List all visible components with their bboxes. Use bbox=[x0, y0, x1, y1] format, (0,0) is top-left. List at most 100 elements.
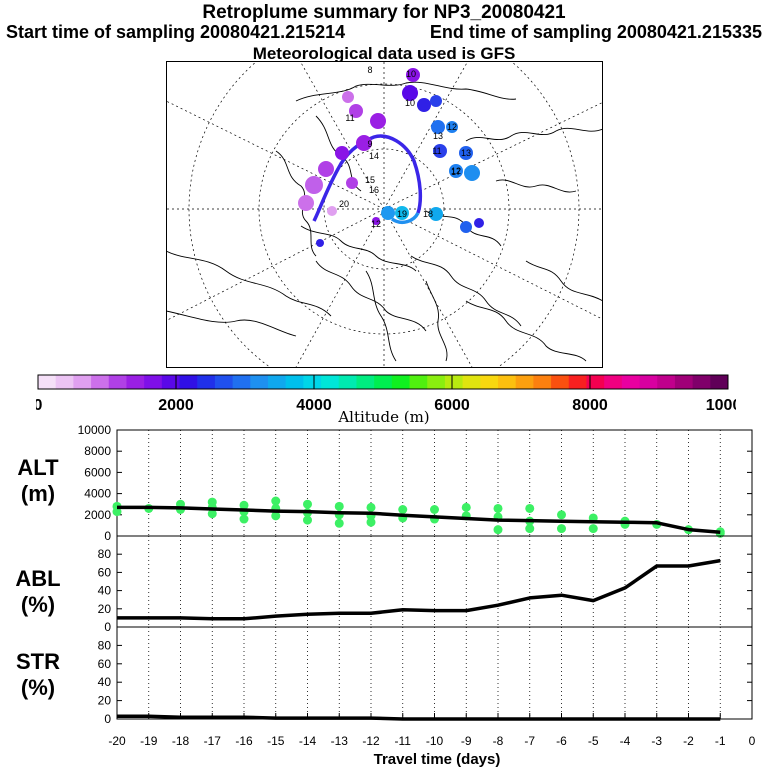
cluster-marker bbox=[417, 98, 431, 112]
end-time-label: End time of sampling 20080421.215335 bbox=[429, 22, 762, 42]
colorbar-tick-label: 2000 bbox=[158, 397, 194, 414]
colorbar-swatch bbox=[214, 375, 234, 389]
colorbar-swatch bbox=[444, 375, 464, 389]
day-label: 16 bbox=[369, 185, 379, 195]
colorbar-swatch bbox=[338, 375, 357, 389]
day-label: 10 bbox=[406, 69, 416, 79]
abl-label-line2: (%) bbox=[20, 592, 56, 617]
colorbar-swatch bbox=[38, 375, 57, 389]
colorbar-swatch bbox=[604, 375, 623, 389]
abl-panel-label: ABL (%) bbox=[8, 566, 68, 618]
colorbar-tick-label: 10000 bbox=[706, 397, 736, 414]
colorbar-swatch bbox=[710, 375, 729, 389]
x-tick-label: -13 bbox=[331, 734, 349, 748]
cluster-marker bbox=[402, 85, 418, 101]
x-tick-label: -7 bbox=[524, 734, 535, 748]
start-time-label: Start time of sampling 20080421.215214 bbox=[6, 22, 346, 42]
cluster-marker bbox=[349, 104, 363, 118]
x-axis: -20 -19 -18 -17 -16 -15 -14 -13 -12 -11 -10 -9 -8 -7-… bbox=[108, 713, 756, 748]
altitude-point bbox=[271, 496, 281, 506]
colorbar-swatch bbox=[285, 375, 304, 389]
str-label-line2: (%) bbox=[20, 675, 56, 700]
x-tick-label: -9 bbox=[461, 734, 472, 748]
y-tick-label: 0 bbox=[104, 620, 111, 634]
alt-panel: 0 2000 4000 6000 8000 10000 bbox=[78, 423, 753, 543]
colorbar-swatch bbox=[268, 375, 287, 389]
colorbar-swatch bbox=[568, 375, 587, 389]
day-label: 10 bbox=[405, 98, 415, 108]
day-label: 12 bbox=[451, 166, 461, 176]
cluster-marker bbox=[460, 221, 472, 233]
altitude-point bbox=[239, 500, 249, 510]
cluster-marker bbox=[381, 206, 395, 220]
cluster-marker bbox=[433, 144, 447, 158]
colorbar-tick-label: 4000 bbox=[296, 397, 332, 414]
cluster-marker bbox=[429, 207, 443, 221]
day-label: 12 bbox=[447, 122, 457, 132]
series-line bbox=[117, 558, 721, 621]
cluster-marker bbox=[395, 206, 409, 220]
panel-frame bbox=[116, 535, 753, 628]
altitude-point bbox=[334, 518, 344, 528]
y-tick-label: 0 bbox=[104, 712, 111, 726]
y-tick-label: 80 bbox=[98, 547, 112, 561]
colorbar-swatch bbox=[161, 375, 181, 389]
time-series-panels: 0 2000 4000 6000 8000 10000 0 20 40 60 80 0 20 40 60… bbox=[78, 423, 756, 768]
x-tick-label: -1 bbox=[715, 734, 726, 748]
colorbar-swatch bbox=[462, 375, 481, 389]
colorbar-swatch bbox=[250, 375, 269, 389]
colorbar-swatch bbox=[232, 375, 251, 389]
altitude-point bbox=[461, 502, 471, 512]
day-label: 11 bbox=[345, 113, 354, 123]
day-label: 12 bbox=[371, 219, 381, 229]
cluster-marker bbox=[356, 135, 372, 151]
altitude-point bbox=[334, 501, 344, 511]
x-tick-label: -18 bbox=[172, 734, 190, 748]
y-tick-label: 10000 bbox=[78, 423, 112, 437]
x-tick-label: -19 bbox=[140, 734, 158, 748]
colorbar-tick-label: 8000 bbox=[572, 397, 608, 414]
altitude-point bbox=[525, 503, 535, 513]
colorbar-swatch bbox=[498, 375, 517, 389]
trajectory-segment bbox=[390, 212, 420, 225]
day-label: 9 bbox=[367, 139, 372, 149]
day-labels: 8 10 10 11 12 12 13 13 14 15 16 17 18 19… bbox=[339, 65, 471, 229]
cluster-marker bbox=[335, 146, 349, 160]
altitude-point bbox=[207, 509, 217, 519]
colorbar-swatch bbox=[144, 375, 163, 389]
colorbar-swatch bbox=[621, 375, 641, 389]
day-label: 13 bbox=[461, 148, 471, 158]
abl-label-line1: ABL bbox=[15, 566, 61, 591]
colorbar-frame bbox=[37, 374, 729, 390]
colorbar-ticks: 0 2000 4000 6000 8000 10000 bbox=[36, 375, 736, 414]
alt-label-line2: (m) bbox=[20, 481, 56, 506]
cluster-marker bbox=[449, 164, 463, 178]
cluster-marker bbox=[459, 146, 473, 160]
x-axis-label: Travel time (days) bbox=[374, 751, 501, 768]
altitude-point bbox=[239, 514, 249, 524]
day-label: 20 bbox=[339, 199, 349, 209]
x-tick-label: -10 bbox=[426, 734, 444, 748]
day-label: 18 bbox=[423, 209, 433, 219]
altitude-point bbox=[430, 505, 439, 514]
day-label: 17 bbox=[451, 167, 461, 177]
y-tick-label: 20 bbox=[98, 694, 112, 708]
y-tick-label: 20 bbox=[98, 602, 112, 616]
y-tick-label: 40 bbox=[98, 675, 112, 689]
colorbar-swatch bbox=[108, 375, 127, 389]
colorbar-swatch bbox=[374, 375, 393, 389]
colorbar-swatch bbox=[91, 375, 110, 389]
altitude-point bbox=[366, 517, 376, 527]
str-panel: 0 20 40 60 80 bbox=[98, 626, 753, 726]
y-tick-label: 0 bbox=[104, 529, 111, 543]
series-line bbox=[117, 714, 721, 721]
colorbar-swatch bbox=[197, 375, 216, 389]
altitude-point bbox=[112, 507, 122, 517]
colorbar-swatch bbox=[179, 375, 198, 389]
colorbar-swatch bbox=[674, 375, 694, 389]
x-tick-label: -16 bbox=[235, 734, 253, 748]
map-graticule bbox=[166, 61, 603, 368]
colorbar-swatch bbox=[356, 375, 375, 389]
x-tick-label: -20 bbox=[108, 734, 126, 748]
colorbar-swatch bbox=[551, 375, 570, 389]
